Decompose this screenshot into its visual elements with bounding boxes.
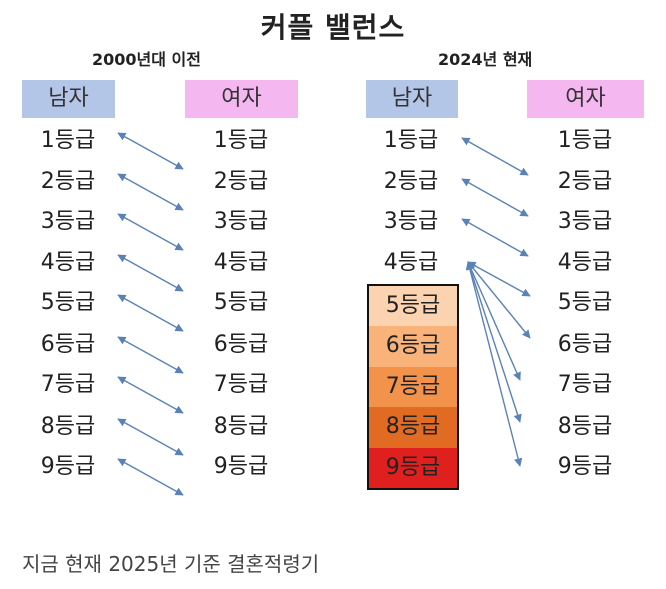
left-female-grade-5: 5등급 [213, 290, 269, 315]
page-title: 커플 밸런스 [260, 11, 406, 44]
left-arrow-4 [117, 254, 184, 292]
left-female-grade-9: 9등급 [213, 454, 269, 479]
right-male-grade-4: 4등급 [383, 250, 439, 275]
right-male-grade-5: 5등급 [369, 286, 457, 327]
left-female-grade-7: 7등급 [213, 372, 269, 397]
right-female-grade-9: 9등급 [557, 454, 613, 479]
left-arrow-7 [117, 376, 184, 414]
left-arrow-6 [117, 336, 184, 374]
left-female-grade-4: 4등급 [213, 250, 269, 275]
right-male-grade-1: 1등급 [383, 128, 439, 153]
right-female-grade-4: 4등급 [557, 250, 613, 275]
right-arrow-3 [461, 218, 529, 257]
right-female-grade-3: 3등급 [557, 209, 613, 234]
left-male-grade-8: 8등급 [40, 414, 96, 439]
right-male-grade-3: 3등급 [383, 209, 439, 234]
right-female-header: 여자 [527, 80, 644, 118]
right-arrow-2 [461, 178, 529, 217]
left-male-header: 남자 [22, 80, 115, 118]
right-male-highlight-box: 5등급 6등급 7등급 8등급 9등급 [367, 284, 459, 490]
right-male-header: 남자 [366, 80, 458, 118]
left-male-grade-6: 6등급 [40, 332, 96, 357]
left-female-grade-1: 1등급 [213, 128, 269, 153]
left-female-header: 여자 [185, 80, 298, 118]
right-male-grade-8: 8등급 [369, 407, 457, 448]
left-male-grade-2: 2등급 [40, 169, 96, 194]
left-male-grade-1: 1등급 [40, 128, 96, 153]
right-male-grade-9: 9등급 [369, 447, 457, 488]
right-arrow-1 [461, 137, 529, 176]
left-arrow-5 [117, 294, 184, 332]
left-arrow-2 [117, 173, 184, 211]
left-arrow-9 [117, 458, 184, 496]
right-female-grade-8: 8등급 [557, 414, 613, 439]
right-male-grade-2: 2등급 [383, 169, 439, 194]
right-female-grade-1: 1등급 [557, 128, 613, 153]
right-female-grade-6: 6등급 [557, 332, 613, 357]
left-female-grade-2: 2등급 [213, 169, 269, 194]
right-male-grade-6: 6등급 [369, 326, 457, 367]
left-male-grade-9: 9등급 [40, 454, 96, 479]
left-male-grade-5: 5등급 [40, 290, 96, 315]
left-female-grade-3: 3등급 [213, 209, 269, 234]
left-arrow-8 [117, 418, 184, 456]
right-male-grade-7: 7등급 [369, 366, 457, 408]
left-female-grade-6: 6등급 [213, 332, 269, 357]
right-fan-arrow-5 [465, 261, 523, 467]
left-male-grade-7: 7등급 [40, 372, 96, 397]
right-era-label: 2024년 현재 [438, 50, 533, 69]
left-era-label: 2000년대 이전 [92, 50, 201, 69]
right-female-grade-2: 2등급 [557, 169, 613, 194]
right-female-grade-5: 5등급 [557, 290, 613, 315]
left-female-grade-8: 8등급 [213, 414, 269, 439]
right-female-grade-7: 7등급 [557, 372, 613, 397]
left-male-grade-4: 4등급 [40, 250, 96, 275]
caption: 지금 현재 2025년 기준 결혼적령기 [22, 552, 320, 576]
left-male-grade-3: 3등급 [40, 209, 96, 234]
left-arrow-1 [117, 132, 184, 170]
left-arrow-3 [117, 213, 184, 251]
